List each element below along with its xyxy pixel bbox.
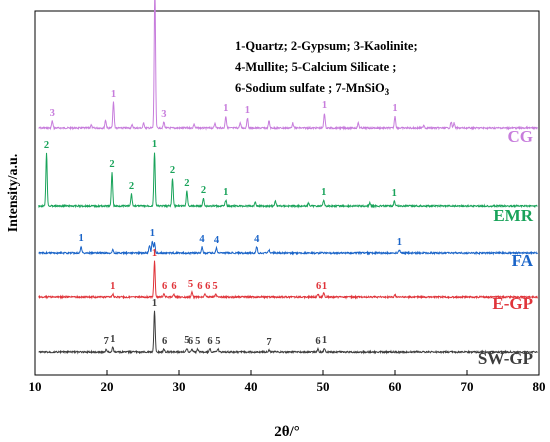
peak-marker: 2 — [109, 159, 114, 170]
peak-marker: 4 — [254, 234, 260, 245]
legend-line-3-text: 6-Sodium sulfate ; 7-MnSiO — [235, 81, 385, 95]
y-axis-label: Intensity/a.u. — [6, 154, 21, 233]
peak-marker: 2 — [170, 165, 175, 176]
peak-marker: 1 — [322, 281, 327, 292]
x-tick-label: 50 — [317, 379, 330, 394]
peak-marker: 1 — [245, 105, 250, 116]
peak-marker: 6 — [171, 281, 176, 292]
x-tick-label: 20 — [101, 379, 114, 394]
peak-marker: 1 — [111, 89, 116, 100]
peak-marker: 1 — [152, 139, 157, 150]
peak-marker: 2 — [184, 178, 189, 189]
peak-marker: 2 — [201, 185, 206, 196]
series-line-emr — [38, 152, 538, 209]
peak-marker: 1 — [152, 248, 157, 259]
peak-marker: 1 — [110, 281, 115, 292]
peak-marker: 2 — [129, 181, 134, 192]
peak-marker: 7 — [104, 336, 109, 347]
legend-subscript: 3 — [385, 87, 390, 97]
peak-marker: 6 — [207, 336, 212, 347]
x-tick-label: 40 — [245, 379, 258, 394]
peak-marker: 6 — [162, 336, 167, 347]
plot-frame — [34, 10, 540, 376]
series-label-sw-gp: SW-GP — [478, 349, 533, 368]
peak-marker: 5 — [212, 281, 217, 292]
peak-marker: 3 — [50, 108, 55, 119]
legend-line-2: 4-Mullite; 5-Calcium Silicate ; — [235, 60, 396, 74]
series-line-cg — [38, 0, 538, 131]
legend-line-1: 1-Quartz; 2-Gypsum; 3-Kaolinite; — [235, 39, 418, 53]
peak-marker: 5 — [184, 335, 189, 346]
peak-marker: 6 — [315, 336, 320, 347]
peak-marker: 6 — [188, 336, 193, 347]
peak-marker: 1 — [397, 237, 402, 248]
series-line-fa — [38, 240, 539, 256]
x-tick-label: 10 — [29, 379, 42, 394]
peak-marker: 7 — [266, 337, 271, 348]
peak-marker: 1 — [223, 103, 228, 114]
series-label-emr: EMR — [493, 206, 533, 225]
peak-marker: 4 — [199, 234, 205, 245]
x-tick-label: 70 — [461, 379, 474, 394]
peak-marker: 6 — [316, 281, 321, 292]
series-label-e-gp: E-GP — [492, 294, 533, 313]
x-tick-label: 60 — [389, 379, 402, 394]
peak-markers-group: 3113111122212221111144411166566561711656… — [44, 89, 402, 348]
traces-group — [38, 0, 539, 355]
peak-marker: 1 — [322, 335, 327, 346]
peak-marker: 1 — [110, 334, 115, 345]
peak-marker: 4 — [214, 235, 220, 246]
peak-marker: 6 — [205, 281, 210, 292]
peak-marker: 1 — [78, 233, 83, 244]
legend-line-3: 6-Sodium sulfate ; 7-MnSiO3 — [235, 81, 390, 97]
peak-marker: 5 — [188, 279, 193, 290]
legend-box: 1-Quartz; 2-Gypsum; 3-Kaolinite; 4-Mulli… — [235, 39, 418, 97]
peak-marker: 5 — [215, 336, 220, 347]
peak-marker: 1 — [321, 187, 326, 198]
peak-marker: 1 — [322, 100, 327, 111]
x-tick-label: 80 — [533, 379, 546, 394]
peak-marker: 5 — [195, 336, 200, 347]
peak-marker: 2 — [44, 140, 49, 151]
peak-marker: 1 — [152, 298, 157, 309]
peak-marker: 6 — [197, 281, 202, 292]
series-label-cg: CG — [508, 127, 534, 146]
peak-marker: 3 — [161, 109, 166, 120]
series-label-fa: FA — [512, 251, 534, 270]
x-axis-label: 2θ/° — [274, 424, 300, 440]
series-line-sw-gp — [38, 310, 538, 355]
x-tick-label: 30 — [173, 379, 186, 394]
series-labels-group: CG EMR FA E-GP SW-GP — [478, 127, 534, 368]
peak-marker: 6 — [162, 281, 167, 292]
peak-marker: 1 — [150, 228, 155, 239]
peak-marker: 1 — [223, 187, 228, 198]
peak-marker: 1 — [392, 188, 397, 199]
x-axis-ticks: 10 20 30 40 50 60 70 80 — [29, 370, 546, 394]
series-line-e-gp — [38, 260, 538, 300]
peak-marker: 1 — [392, 103, 397, 114]
